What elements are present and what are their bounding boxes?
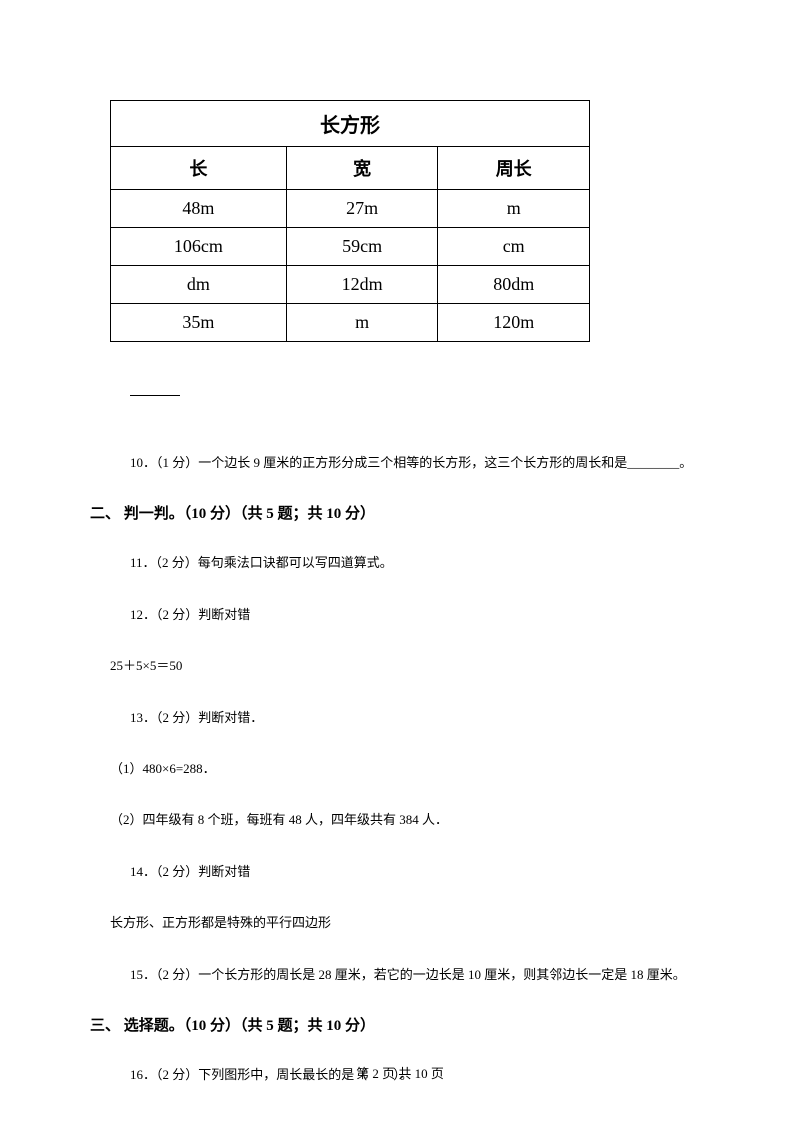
section-3-header: 三、 选择题。（10 分）（共 5 题；共 10 分） bbox=[90, 1014, 710, 1035]
table-row: 48m 27m m bbox=[111, 190, 590, 228]
question-14-sub: 长方形、正方形都是特殊的平行四边形 bbox=[110, 911, 710, 934]
cell: 12dm bbox=[286, 266, 438, 304]
cell: m bbox=[438, 190, 590, 228]
rectangle-table: 长方形 长 宽 周长 48m 27m m 106cm 59cm cm dm 12… bbox=[110, 100, 710, 342]
col-header-width: 宽 bbox=[286, 147, 438, 190]
question-15: 15．（2 分）一个长方形的周长是 28 厘米，若它的一边长是 10 厘米，则其… bbox=[130, 963, 710, 986]
question-14: 14．（2 分）判断对错 bbox=[130, 860, 710, 883]
cell: dm bbox=[111, 266, 287, 304]
page-footer: 第 2 页 共 10 页 bbox=[0, 1063, 800, 1082]
table-row: dm 12dm 80dm bbox=[111, 266, 590, 304]
cell: m bbox=[286, 304, 438, 342]
question-12-sub: 25＋5×5＝50 bbox=[110, 654, 710, 677]
question-13-2: （2）四年级有 8 个班，每班有 48 人，四年级共有 384 人． bbox=[110, 808, 710, 831]
question-13: 13．（2 分）判断对错． bbox=[130, 706, 710, 729]
cell: 27m bbox=[286, 190, 438, 228]
cell: 106cm bbox=[111, 228, 287, 266]
table-main-header: 长方形 bbox=[111, 101, 590, 147]
question-11: 11．（2 分）每句乘法口诀都可以写四道算式。 bbox=[130, 551, 710, 574]
data-table: 长方形 长 宽 周长 48m 27m m 106cm 59cm cm dm 12… bbox=[110, 100, 590, 342]
question-10: 10．（1 分）一个边长 9 厘米的正方形分成三个相等的长方形，这三个长方形的周… bbox=[130, 451, 710, 474]
table-row: 长 宽 周长 bbox=[111, 147, 590, 190]
cell: 120m bbox=[438, 304, 590, 342]
cell: 59cm bbox=[286, 228, 438, 266]
question-12: 12．（2 分）判断对错 bbox=[130, 603, 710, 626]
cell: cm bbox=[438, 228, 590, 266]
section-2-header: 二、 判一判。（10 分）（共 5 题；共 10 分） bbox=[90, 502, 710, 523]
col-header-perimeter: 周长 bbox=[438, 147, 590, 190]
blank-underline bbox=[130, 382, 180, 396]
table-row: 35m m 120m bbox=[111, 304, 590, 342]
col-header-length: 长 bbox=[111, 147, 287, 190]
question-13-1: （1）480×6=288． bbox=[110, 757, 710, 780]
cell: 80dm bbox=[438, 266, 590, 304]
table-row: 106cm 59cm cm bbox=[111, 228, 590, 266]
table-row: 长方形 bbox=[111, 101, 590, 147]
cell: 48m bbox=[111, 190, 287, 228]
cell: 35m bbox=[111, 304, 287, 342]
